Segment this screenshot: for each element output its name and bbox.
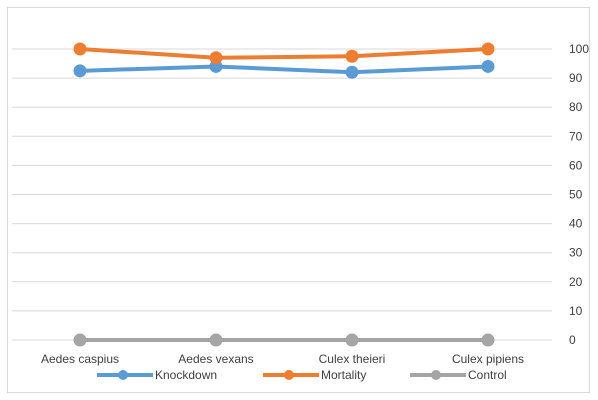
y-tick-label: 100 <box>569 42 589 56</box>
data-point <box>481 333 495 347</box>
y-tick-label: 30 <box>569 246 583 260</box>
series-line <box>79 64 489 75</box>
data-point <box>481 42 495 56</box>
data-point <box>345 333 359 347</box>
legend-item-mortality: Mortality <box>263 368 366 382</box>
series-lines <box>73 42 495 347</box>
series-knockdown <box>73 59 495 79</box>
legend-label: Mortality <box>321 368 366 382</box>
y-tick-label: 50 <box>569 188 583 202</box>
y-axis-ticks: 0 10 20 30 40 50 60 70 80 90 100 <box>569 42 589 347</box>
data-point <box>73 333 87 347</box>
y-tick-label: 40 <box>569 217 583 231</box>
y-tick-label: 0 <box>569 333 576 347</box>
y-tick-label: 60 <box>569 158 583 172</box>
series-line <box>79 47 489 60</box>
series-control <box>73 333 495 347</box>
data-point <box>345 49 359 63</box>
x-tick-label: Aedes caspius <box>41 352 119 366</box>
legend: Knockdown Mortality Control <box>97 368 507 382</box>
legend-swatch-marker <box>284 370 294 380</box>
y-tick-label: 90 <box>569 71 583 85</box>
legend-swatch-marker <box>118 370 128 380</box>
gridlines <box>12 48 552 341</box>
y-tick-label: 20 <box>569 275 583 289</box>
series-mortality <box>73 42 495 65</box>
y-tick-label: 10 <box>569 304 583 318</box>
x-tick-label: Culex pipiens <box>452 352 524 366</box>
legend-item-knockdown: Knockdown <box>97 368 217 382</box>
x-tick-label: Aedes vexans <box>178 352 253 366</box>
legend-label: Knockdown <box>155 368 217 382</box>
y-tick-label: 70 <box>569 129 583 143</box>
data-point <box>345 65 359 79</box>
x-axis-labels: Aedes caspius Aedes vexans Culex theieri Cu… <box>41 352 524 366</box>
legend-item-control: Control <box>410 368 507 382</box>
data-point <box>481 59 495 73</box>
x-tick-label: Culex theieri <box>319 352 386 366</box>
y-tick-label: 80 <box>569 100 583 114</box>
data-point <box>73 64 87 78</box>
data-point <box>73 42 87 56</box>
legend-label: Control <box>468 368 507 382</box>
legend-swatch-marker <box>431 370 441 380</box>
data-point <box>209 51 223 65</box>
data-point <box>209 333 223 347</box>
